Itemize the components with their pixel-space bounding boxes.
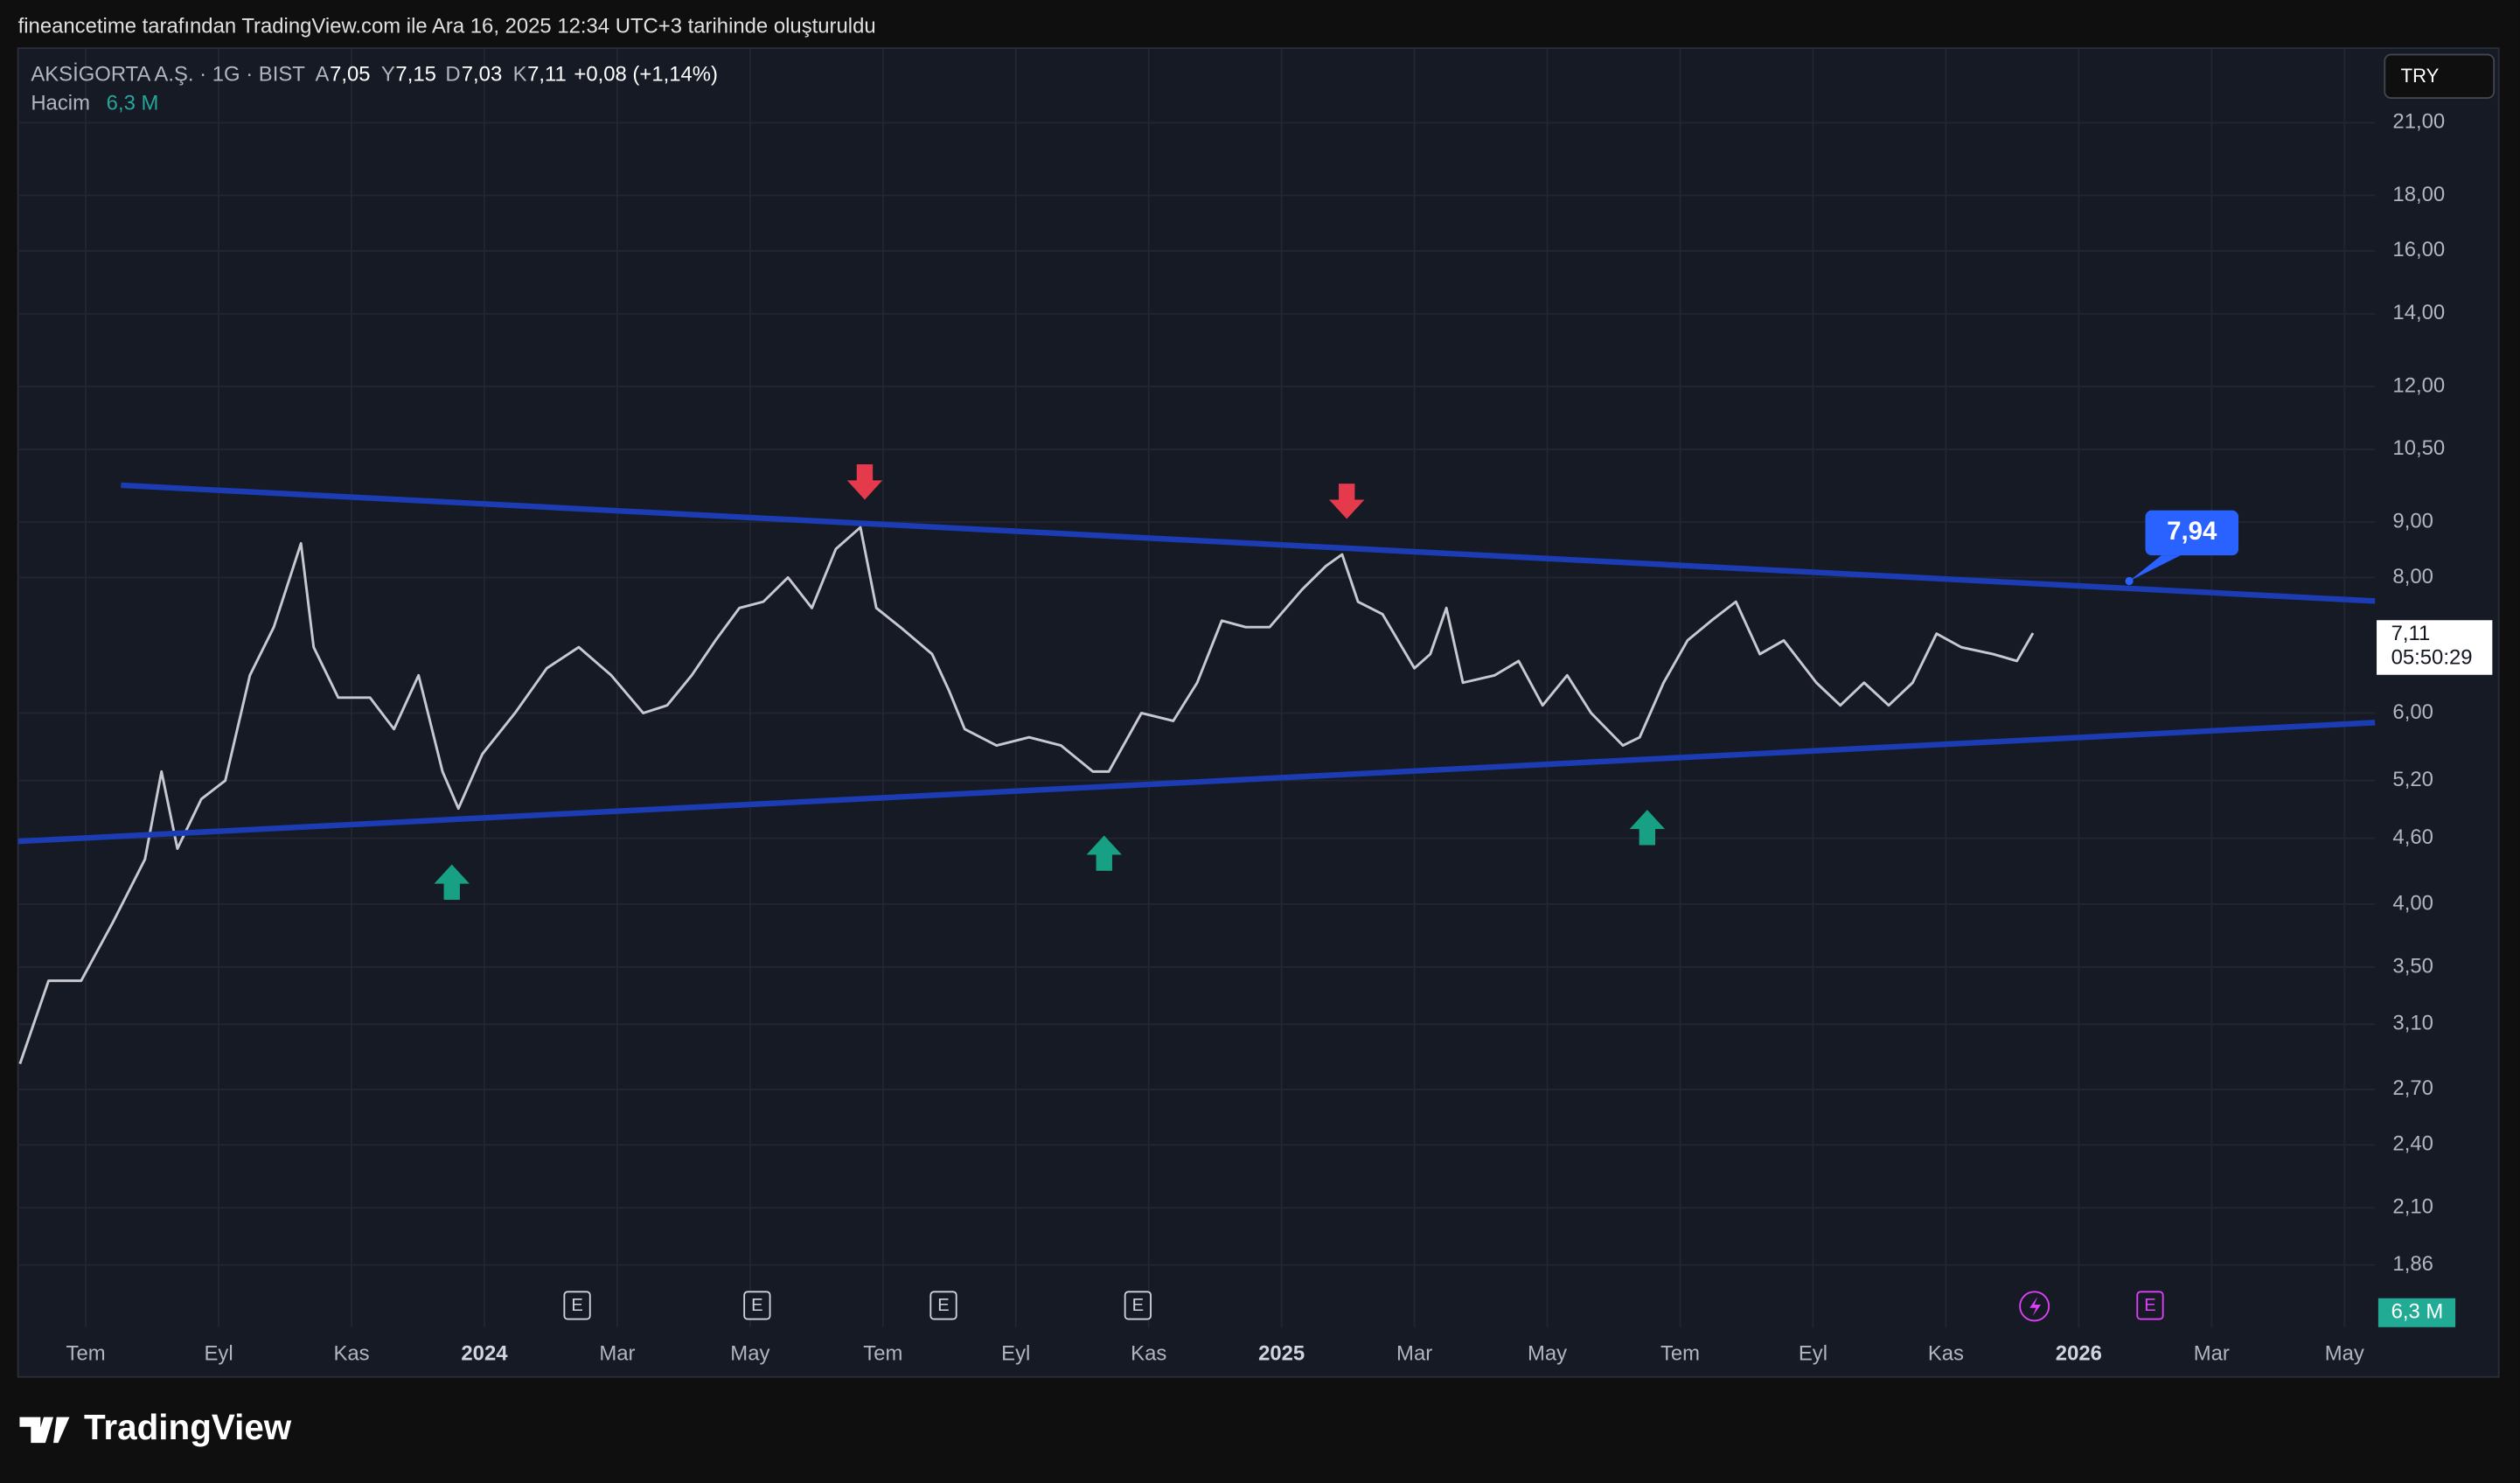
credit: fineancetime tarafından TradingView.com … [18, 15, 876, 38]
event-box [1124, 1291, 1152, 1320]
grid [17, 48, 2376, 1327]
event-box [563, 1291, 591, 1320]
x-tick-label: Kas [1131, 1341, 1166, 1365]
legend: AKSİGORTA A.Ş. · 1G · BIST A 7,05 Y 7,15… [31, 63, 718, 115]
ohlc-value: 7,03 [462, 63, 502, 87]
x-tick-label: Eyl [204, 1341, 233, 1365]
ohlc-key: Y [381, 63, 395, 87]
trend-line [121, 482, 2376, 604]
volume-badge-text: 6,3 M [2391, 1300, 2444, 1324]
y-tick-label: 2,40 [2392, 1132, 2433, 1156]
trend-line [17, 720, 2376, 845]
countdown: 05:50:29 [2391, 646, 2473, 670]
x-tick-label: Tem [863, 1341, 902, 1365]
annotation-box [2145, 510, 2239, 556]
event-label: E [751, 1296, 762, 1315]
x-tick-label: May [2325, 1341, 2364, 1365]
y-tick-label: 4,60 [2392, 825, 2433, 849]
ohlc-value: 7,05 [330, 63, 370, 87]
event-box [743, 1291, 771, 1320]
event-label: E [2144, 1296, 2155, 1315]
x-tick-label: Kas [333, 1341, 369, 1365]
event-label: E [937, 1296, 949, 1315]
y-tick-label: 4,00 [2392, 891, 2433, 915]
ohlc-key: D [445, 63, 460, 87]
up-arrow [1629, 810, 1666, 846]
x-tick-label: Eyl [1001, 1341, 1030, 1365]
down-arrow [846, 464, 883, 500]
logo-mark [19, 1417, 70, 1444]
x-tick-label: Mar [1396, 1341, 1432, 1365]
y-tick-label: 8,00 [2392, 565, 2433, 588]
x-tick-label: Kas [1928, 1341, 1964, 1365]
y-tick-label: 16,00 [2392, 238, 2445, 261]
volume-label: Hacim [31, 92, 90, 115]
x-tick-label: Tem [66, 1341, 106, 1365]
ohlc-key: K [513, 63, 527, 87]
events: E E E E E [563, 1291, 2164, 1322]
change: +0,08 (+1,14%) [574, 63, 718, 87]
last-price: 7,11 [2391, 622, 2431, 645]
y-tick-label: 2,70 [2392, 1076, 2433, 1100]
up-arrow [434, 864, 470, 900]
x-tick-label: May [730, 1341, 769, 1365]
dividend-icon [2019, 1291, 2050, 1322]
y-tick-label: 10,50 [2392, 436, 2445, 460]
price-line [18, 526, 2035, 1065]
x-tick-label: Mar [599, 1341, 635, 1365]
x-tick-label: Mar [2194, 1341, 2230, 1365]
plot: 7,94 [17, 482, 2376, 1065]
y-tick-label: 6,00 [2392, 700, 2433, 724]
y-tick-label: 2,10 [2392, 1195, 2433, 1219]
annotation-pointer [2129, 555, 2181, 581]
y-tick-label: 5,20 [2392, 768, 2433, 791]
y-tick-label: 21,00 [2392, 110, 2445, 134]
annotation-label: 7,94 [2167, 517, 2217, 546]
currency[interactable]: TRY [2401, 65, 2440, 87]
x-tick-label: May [1528, 1341, 1567, 1365]
price-badge [2377, 620, 2493, 675]
bolt [2029, 1296, 2042, 1316]
event-box [929, 1291, 957, 1320]
x-tick-label: 2026 [2056, 1341, 2102, 1365]
y-tick-label: 9,00 [2392, 509, 2433, 533]
x-tick-label: Tem [1660, 1341, 1700, 1365]
brand: TradingView [84, 1407, 292, 1447]
x-tick-label: 2024 [461, 1341, 508, 1365]
x-tick-label: Eyl [1799, 1341, 1827, 1365]
ohlc-key: A [316, 63, 330, 87]
y-tick-label: 3,10 [2392, 1012, 2433, 1035]
event-label: E [571, 1296, 582, 1315]
volume-badge [2377, 1298, 2456, 1327]
currency-button[interactable] [2384, 53, 2496, 100]
y-tick-label: 18,00 [2392, 183, 2445, 206]
symbol: AKSİGORTA A.Ş. · 1G · BIST [31, 63, 305, 87]
event-box [2136, 1291, 2164, 1320]
volume-value: 6,3 M [107, 92, 159, 115]
arrows [434, 464, 1666, 900]
event-label: E [1132, 1296, 1144, 1315]
ohlc-value: 7,15 [395, 63, 435, 87]
y-tick-label: 14,00 [2392, 301, 2445, 324]
y-tick-label: 3,50 [2392, 954, 2433, 978]
ohlc-value: 7,11 [527, 63, 567, 87]
down-arrow [1329, 484, 1365, 519]
logo: TradingView [19, 1407, 292, 1447]
y-tick-label: 1,86 [2392, 1252, 2433, 1276]
y-tick-label: 12,00 [2392, 373, 2445, 397]
x-tick-label: 2025 [1258, 1341, 1305, 1365]
up-arrow [1086, 835, 1122, 871]
